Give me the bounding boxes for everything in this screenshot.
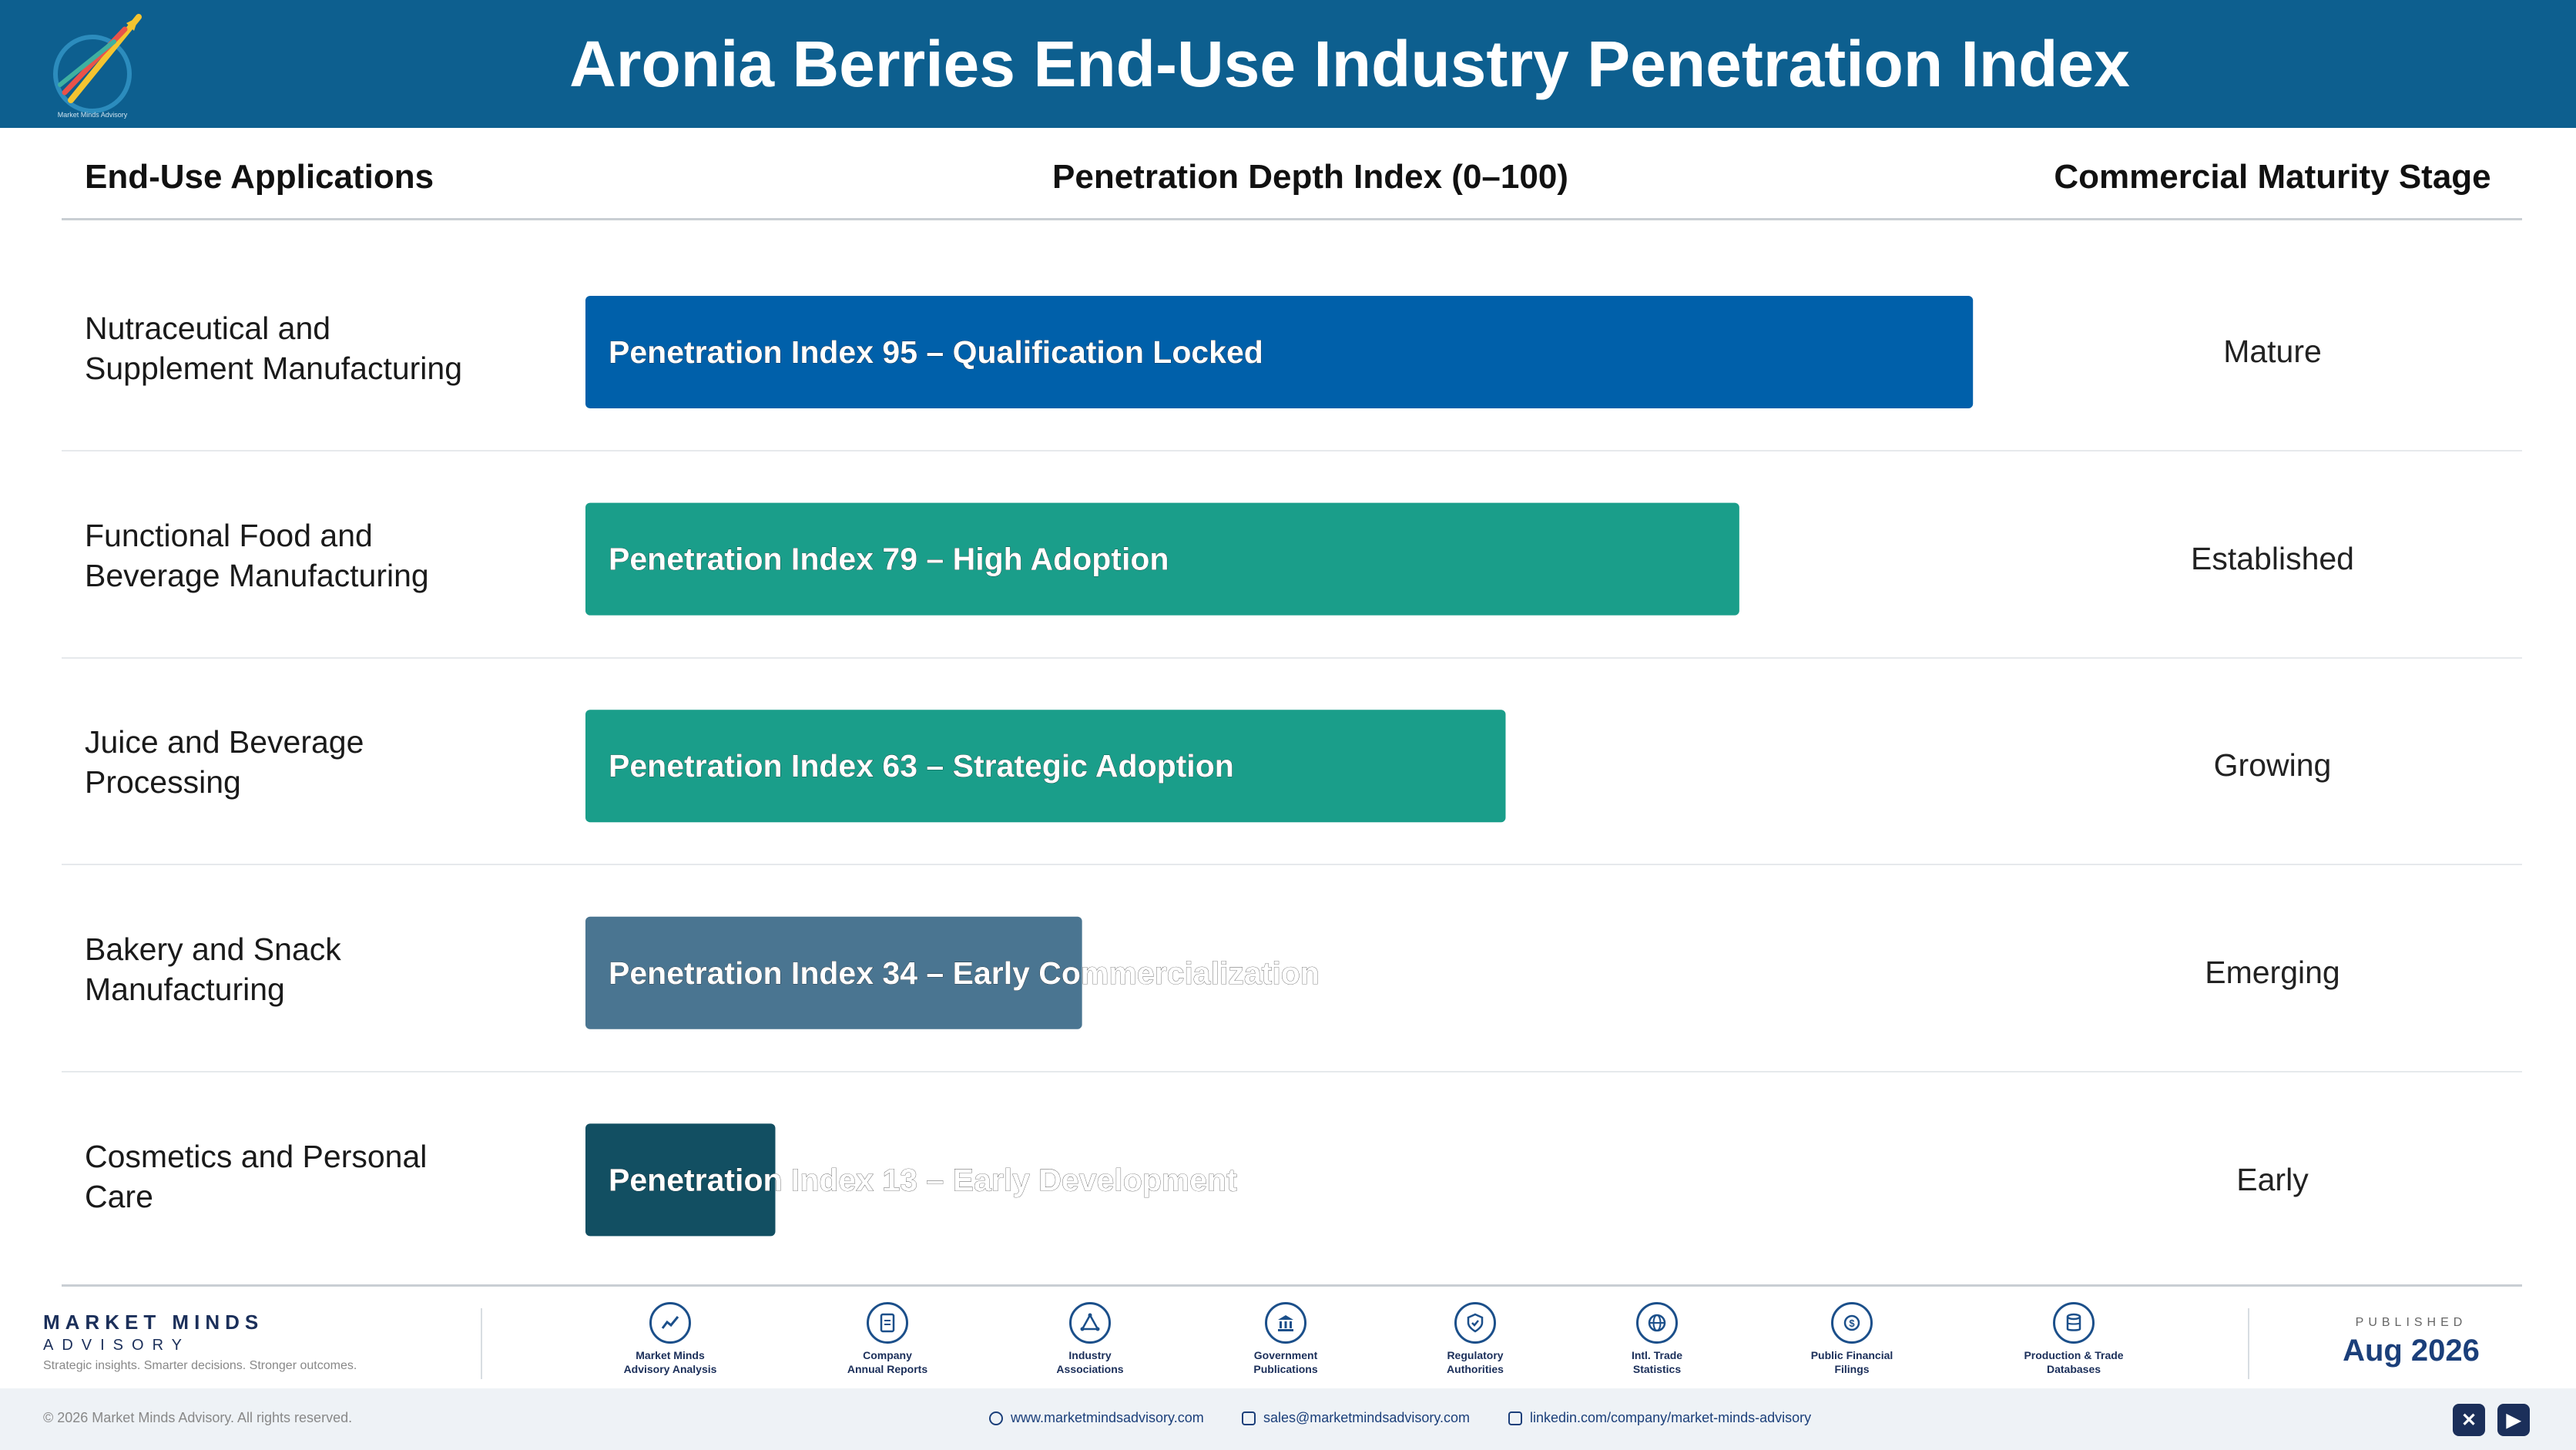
government-building-icon	[1265, 1302, 1306, 1344]
mail-icon	[1242, 1411, 1256, 1425]
stage-label: Established	[2191, 541, 2354, 576]
brand-tagline: Strategic insights. Smarter decisions. S…	[43, 1359, 357, 1372]
source-government-publications: Government Publications	[1213, 1302, 1359, 1376]
email-link[interactable]: sales@marketmindsadvisory.com	[1242, 1410, 1470, 1426]
x-social-icon[interactable]: ✕	[2453, 1404, 2485, 1436]
coin-icon: $	[1831, 1302, 1873, 1344]
column-header-applications: End-Use Applications	[85, 158, 434, 196]
brand-sub: ADVISORY	[43, 1337, 190, 1354]
bar-2	[585, 502, 1739, 616]
youtube-icon[interactable]: ▶	[2497, 1404, 2530, 1436]
header-divider	[62, 218, 2522, 220]
stage-label: Emerging	[2205, 955, 2340, 990]
source-industry-associations: Industry Associations	[1017, 1302, 1163, 1376]
column-header-stage: Commercial Maturity Stage	[2054, 158, 2491, 196]
source-trade-statistics: Intl. Trade Statistics	[1584, 1302, 1730, 1376]
contact-bar	[0, 1388, 2576, 1450]
document-icon	[867, 1302, 908, 1344]
bar-1	[585, 296, 1974, 408]
published-label: PUBLISHED	[2355, 1316, 2467, 1329]
source-market-minds: Market Minds Advisory Analysis	[597, 1302, 743, 1376]
globe-icon	[989, 1411, 1003, 1425]
globe-icon	[1636, 1302, 1678, 1344]
logo-icon: Market Minds Advisory	[53, 14, 142, 119]
chart-line-icon	[649, 1302, 691, 1344]
footer-brand: MARKET MINDS ADVISORY Strategic insights…	[43, 1310, 357, 1376]
website-link[interactable]: www.marketmindsadvisory.com	[989, 1410, 1204, 1426]
linkedin-link[interactable]: linkedin.com/company/market-minds-adviso…	[1508, 1410, 1811, 1426]
linkedin-icon	[1508, 1411, 1522, 1425]
source-company-reports: Company Annual Reports	[814, 1302, 961, 1376]
database-icon	[2053, 1302, 2095, 1344]
table-bottom-divider	[62, 1284, 2522, 1287]
stage-label: Mature	[2223, 334, 2322, 369]
source-financial-filings: $ Public Financial Filings	[1779, 1302, 1925, 1376]
copyright: © 2026 Market Minds Advisory. All rights…	[43, 1410, 353, 1425]
title-banner: Market Minds Advisory Aronia Berries End…	[0, 0, 2576, 128]
brand-name: MARKET MINDS	[43, 1311, 264, 1334]
stage-label: Growing	[2213, 747, 2332, 783]
bar-3	[585, 710, 1506, 823]
application-label: Bakery and Snack Manufacturing	[85, 931, 341, 1007]
row-divider	[62, 864, 2522, 865]
bar-5	[585, 1123, 776, 1237]
application-label: Functional Food and Beverage Manufacturin…	[85, 518, 429, 593]
shield-check-icon	[1454, 1302, 1496, 1344]
bar-4	[585, 916, 1082, 1029]
published-date: Aug 2026	[2343, 1334, 2480, 1368]
application-label: Juice and Beverage Processing	[85, 724, 364, 800]
stage-label: Early	[2236, 1162, 2309, 1197]
network-icon	[1069, 1302, 1111, 1344]
application-label: Cosmetics and Personal Care	[85, 1139, 428, 1214]
logo-caption: Market Minds Advisory	[58, 111, 128, 119]
column-header-index: Penetration Depth Index (0–100)	[1052, 158, 1568, 196]
source-production-databases: Production & Trade Databases	[2001, 1302, 2147, 1376]
footer-divider	[2248, 1308, 2249, 1379]
footer-divider	[481, 1308, 482, 1379]
application-label: Nutraceutical and Supplement Manufacturin…	[85, 310, 463, 386]
published-info: PUBLISHED Aug 2026	[2280, 1314, 2542, 1370]
source-regulatory-authorities: Regulatory Authorities	[1402, 1302, 1548, 1376]
page-title: Aronia Berries End-Use Industry Penetrat…	[569, 28, 2130, 100]
row-divider	[62, 1071, 2522, 1072]
svg-text:$: $	[1849, 1317, 1855, 1329]
row-divider	[62, 450, 2522, 451]
row-divider	[62, 657, 2522, 659]
